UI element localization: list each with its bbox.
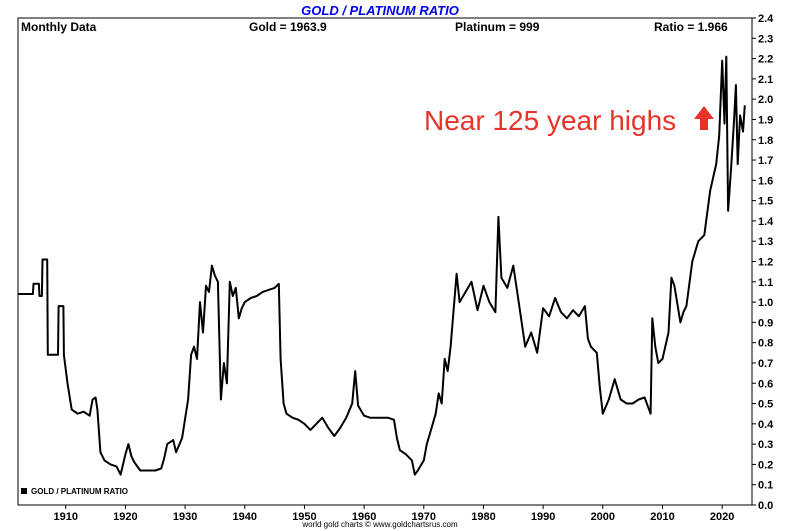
- y-tick-label-1.4: 1.4: [758, 216, 774, 228]
- y-tick-label-0.0: 0.0: [758, 500, 773, 512]
- x-tick-label-2020: 2020: [710, 511, 734, 523]
- y-tick-label-2.0: 2.0: [758, 94, 773, 106]
- header-gold-price: Gold = 1963.9: [249, 20, 327, 34]
- y-tick-label-0.1: 0.1: [758, 480, 773, 492]
- y-tick-label-2.1: 2.1: [758, 74, 773, 86]
- x-tick-label-1910: 1910: [53, 511, 77, 523]
- y-tick-label-0.8: 0.8: [758, 338, 773, 350]
- x-tick-label-1980: 1980: [471, 511, 495, 523]
- y-tick-label-2.3: 2.3: [758, 33, 773, 45]
- y-tick-label-1.5: 1.5: [758, 196, 773, 208]
- y-tick-label-1.9: 1.9: [758, 114, 773, 126]
- y-tick-label-0.9: 0.9: [758, 317, 773, 329]
- y-tick-label-0.4: 0.4: [758, 419, 774, 431]
- x-axis: 1910 1920 1930 1940 1950 1960 1970 1980 1990 2000…: [53, 505, 734, 523]
- x-tick-label-1970: 1970: [412, 511, 436, 523]
- legend-label: GOLD / PLATINUM RATIO: [31, 487, 128, 496]
- y-tick-label-1.2: 1.2: [758, 257, 773, 269]
- x-tick-label-2010: 2010: [650, 511, 674, 523]
- x-tick-label-1920: 1920: [113, 511, 137, 523]
- plot-area: [17, 17, 753, 506]
- y-tick-label-1.1: 1.1: [758, 277, 773, 289]
- y-tick-label-2.2: 2.2: [758, 54, 773, 66]
- x-tick-label-1950: 1950: [292, 511, 316, 523]
- header-platinum-price: Platinum = 999: [455, 20, 540, 34]
- y-tick-label-0.2: 0.2: [758, 459, 773, 471]
- header-monthly-data: Monthly Data: [21, 20, 97, 34]
- credit-text: world gold charts © www.goldchartsrus.co…: [301, 520, 458, 529]
- y-tick-label-2.4: 2.4: [758, 13, 774, 25]
- series-line-gold-platinum-ratio: [18, 55, 746, 476]
- up-arrow-icon: [694, 106, 714, 130]
- y-tick-label-1.8: 1.8: [758, 135, 773, 147]
- annotation-near-highs: Near 125 year highs: [424, 105, 676, 136]
- y-tick-label-1.3: 1.3: [758, 236, 773, 248]
- chart-title: GOLD / PLATINUM RATIO: [301, 3, 459, 18]
- x-tick-label-1960: 1960: [352, 511, 376, 523]
- x-tick-label-1940: 1940: [233, 511, 257, 523]
- y-tick-label-1.6: 1.6: [758, 175, 773, 187]
- y-tick-label-0.6: 0.6: [758, 378, 773, 390]
- y-tick-label-0.5: 0.5: [758, 399, 773, 411]
- legend-swatch: [21, 488, 27, 494]
- y-tick-label-1.7: 1.7: [758, 155, 773, 167]
- y-axis: 0.0 0.1 0.2 0.3 0.4 0.5 0.6 0.7 0.8 0.9 1.0 1.1 1.2 1…: [752, 13, 774, 512]
- x-tick-label-2000: 2000: [591, 511, 615, 523]
- y-tick-label-1.0: 1.0: [758, 297, 773, 309]
- header-ratio: Ratio = 1.966: [654, 20, 728, 34]
- x-tick-label-1990: 1990: [531, 511, 555, 523]
- x-tick-label-1930: 1930: [173, 511, 197, 523]
- y-tick-label-0.7: 0.7: [758, 358, 773, 370]
- y-tick-label-0.3: 0.3: [758, 439, 773, 451]
